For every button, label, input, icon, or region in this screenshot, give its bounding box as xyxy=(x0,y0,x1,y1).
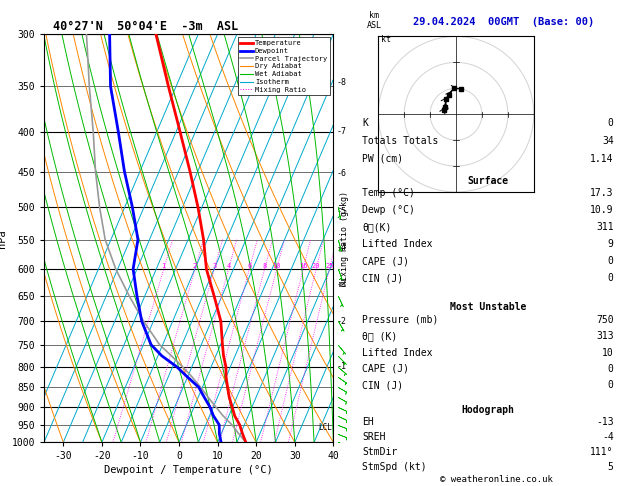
Text: 5: 5 xyxy=(608,462,614,472)
Text: θᴇ (K): θᴇ (K) xyxy=(362,331,397,341)
Text: 0: 0 xyxy=(608,118,614,128)
Text: 111°: 111° xyxy=(590,447,614,457)
Text: 3: 3 xyxy=(212,263,216,269)
Text: SREH: SREH xyxy=(362,432,386,442)
Text: 25: 25 xyxy=(325,263,333,269)
Text: CAPE (J): CAPE (J) xyxy=(362,256,409,266)
Text: PW (cm): PW (cm) xyxy=(362,154,403,164)
Text: Dewp (°C): Dewp (°C) xyxy=(362,206,415,215)
Text: 17.3: 17.3 xyxy=(590,189,614,198)
Text: 16: 16 xyxy=(299,263,308,269)
Text: 4: 4 xyxy=(226,263,231,269)
Text: Totals Totals: Totals Totals xyxy=(362,136,438,146)
Text: 9: 9 xyxy=(608,239,614,249)
Text: -13: -13 xyxy=(596,417,614,427)
Text: -3: -3 xyxy=(337,280,346,289)
Text: © weatheronline.co.uk: © weatheronline.co.uk xyxy=(440,474,554,484)
Text: K: K xyxy=(362,118,368,128)
Text: Lifted Index: Lifted Index xyxy=(362,239,432,249)
Text: 10: 10 xyxy=(602,347,614,358)
Text: 8: 8 xyxy=(262,263,267,269)
Text: Hodograph: Hodograph xyxy=(461,405,515,415)
Text: Most Unstable: Most Unstable xyxy=(450,301,526,312)
Text: 0: 0 xyxy=(608,364,614,374)
Text: -2: -2 xyxy=(337,317,346,326)
Text: -5: -5 xyxy=(337,207,346,216)
Text: kt: kt xyxy=(381,35,391,44)
Text: 34: 34 xyxy=(602,136,614,146)
Text: 20: 20 xyxy=(312,263,320,269)
Text: CAPE (J): CAPE (J) xyxy=(362,364,409,374)
Text: Pressure (mb): Pressure (mb) xyxy=(362,315,438,325)
Text: 0: 0 xyxy=(608,380,614,390)
Text: Temp (°C): Temp (°C) xyxy=(362,189,415,198)
Title: 40°27'N  50°04'E  -3m  ASL: 40°27'N 50°04'E -3m ASL xyxy=(53,20,238,33)
Text: Mixing Ratio (g/kg): Mixing Ratio (g/kg) xyxy=(340,191,350,286)
Text: 29.04.2024  00GMT  (Base: 00): 29.04.2024 00GMT (Base: 00) xyxy=(413,17,594,27)
Text: LCL: LCL xyxy=(318,423,332,432)
Legend: Temperature, Dewpoint, Parcel Trajectory, Dry Adiabat, Wet Adiabat, Isotherm, Mi: Temperature, Dewpoint, Parcel Trajectory… xyxy=(238,37,330,95)
Text: -8: -8 xyxy=(337,78,346,87)
Y-axis label: hPa: hPa xyxy=(0,229,8,247)
Text: 313: 313 xyxy=(596,331,614,341)
Text: 6: 6 xyxy=(247,263,252,269)
Text: -6: -6 xyxy=(337,169,346,177)
Text: StmDir: StmDir xyxy=(362,447,397,457)
Text: -4: -4 xyxy=(602,432,614,442)
X-axis label: Dewpoint / Temperature (°C): Dewpoint / Temperature (°C) xyxy=(104,466,273,475)
Text: -4: -4 xyxy=(337,243,346,252)
Text: 10.9: 10.9 xyxy=(590,206,614,215)
Text: 0: 0 xyxy=(608,273,614,283)
Text: StmSpd (kt): StmSpd (kt) xyxy=(362,462,426,472)
Text: Surface: Surface xyxy=(467,176,508,186)
Text: CIN (J): CIN (J) xyxy=(362,273,403,283)
Text: 311: 311 xyxy=(596,222,614,232)
Text: -7: -7 xyxy=(337,127,346,136)
Text: θᴇ(K): θᴇ(K) xyxy=(362,222,391,232)
Text: 1.14: 1.14 xyxy=(590,154,614,164)
Text: 10: 10 xyxy=(272,263,281,269)
Text: 750: 750 xyxy=(596,315,614,325)
Text: 1: 1 xyxy=(162,263,166,269)
Text: EH: EH xyxy=(362,417,374,427)
Text: CIN (J): CIN (J) xyxy=(362,380,403,390)
Text: -1: -1 xyxy=(337,362,346,371)
Text: 0: 0 xyxy=(608,256,614,266)
Text: Lifted Index: Lifted Index xyxy=(362,347,432,358)
Text: km
ASL: km ASL xyxy=(366,11,381,30)
Text: 2: 2 xyxy=(193,263,197,269)
